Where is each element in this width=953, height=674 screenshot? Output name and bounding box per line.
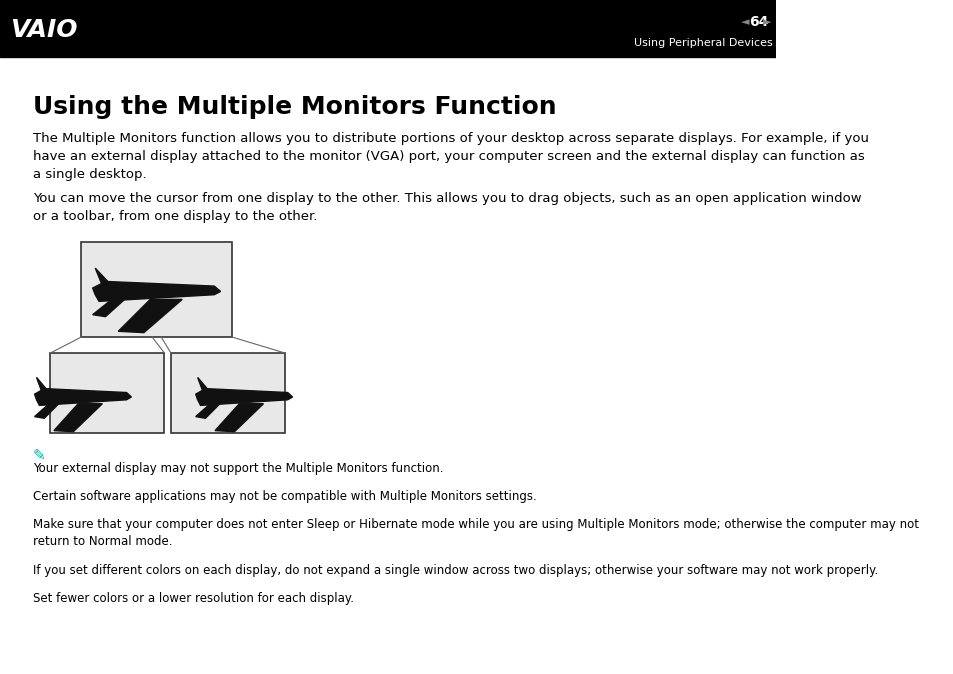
Text: 64: 64: [748, 15, 767, 29]
Text: VAIO: VAIO: [10, 18, 77, 42]
Text: The Multiple Monitors function allows you to distribute portions of your desktop: The Multiple Monitors function allows yo…: [32, 132, 867, 181]
Text: ◄: ◄: [740, 17, 748, 27]
Text: Using Peripheral Devices: Using Peripheral Devices: [634, 38, 772, 48]
Polygon shape: [54, 404, 102, 432]
Polygon shape: [195, 404, 220, 419]
Bar: [51, 353, 164, 433]
Polygon shape: [36, 377, 59, 404]
Polygon shape: [197, 377, 220, 404]
Text: If you set different colors on each display, do not expand a single window acros: If you set different colors on each disp…: [32, 564, 877, 577]
Text: Make sure that your computer does not enter Sleep or Hibernate mode while you ar: Make sure that your computer does not en…: [32, 518, 918, 548]
Polygon shape: [118, 299, 182, 333]
Text: Using the Multiple Monitors Function: Using the Multiple Monitors Function: [32, 95, 556, 119]
Text: ►: ►: [762, 17, 771, 27]
Text: Set fewer colors or a lower resolution for each display.: Set fewer colors or a lower resolution f…: [32, 592, 354, 605]
Polygon shape: [95, 268, 125, 299]
Text: You can move the cursor from one display to the other. This allows you to drag o: You can move the cursor from one display…: [32, 192, 861, 223]
Polygon shape: [92, 299, 125, 317]
Polygon shape: [214, 404, 263, 432]
Text: ✎: ✎: [32, 448, 45, 463]
Polygon shape: [92, 282, 220, 301]
Polygon shape: [34, 389, 132, 405]
Polygon shape: [195, 389, 293, 405]
Bar: [171, 353, 285, 433]
Text: Certain software applications may not be compatible with Multiple Monitors setti: Certain software applications may not be…: [32, 490, 536, 503]
Text: Your external display may not support the Multiple Monitors function.: Your external display may not support th…: [32, 462, 442, 475]
Polygon shape: [34, 404, 59, 419]
Bar: [81, 242, 232, 337]
Bar: [0, 0, 776, 57]
